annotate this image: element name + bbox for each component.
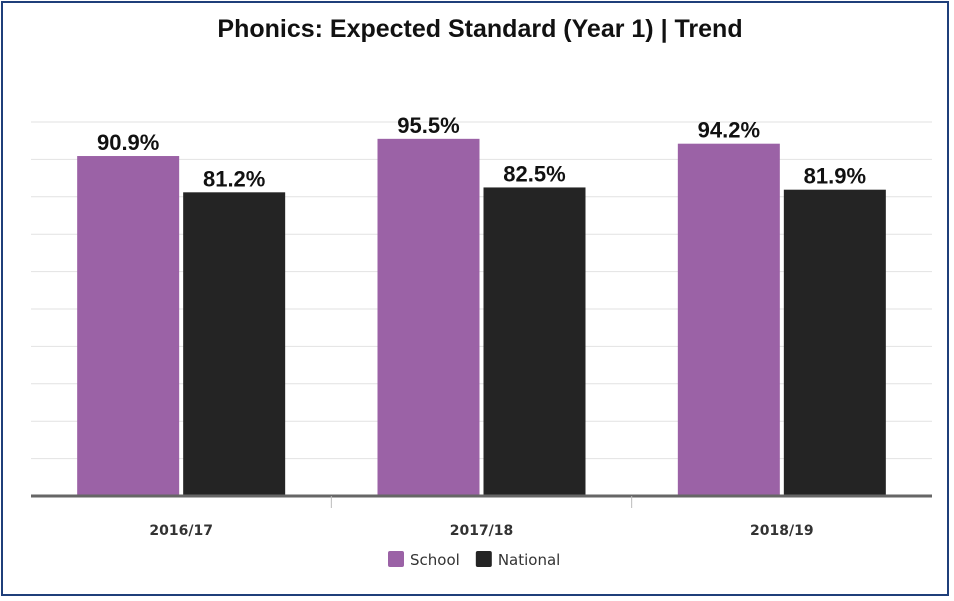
legend-swatch xyxy=(388,551,404,567)
data-label: 90.9% xyxy=(97,130,159,155)
tick-label: 2018/19 xyxy=(750,523,814,539)
bar-national-2018-19 xyxy=(783,189,886,496)
data-label: 82.5% xyxy=(503,161,565,186)
legend-swatch xyxy=(475,551,492,567)
legend: School National xyxy=(388,551,560,569)
bar-school-2018-19 xyxy=(677,143,780,496)
x-axis-ticks: 2016/17 2017/18 2018/19 xyxy=(149,496,814,539)
data-label: 94.2% xyxy=(698,118,760,143)
data-label: 81.9% xyxy=(804,164,866,189)
tick-label: 2016/17 xyxy=(149,523,213,539)
bars: 90.9% 81.2% 95.5% 82.5% 94.2% 81.9% xyxy=(77,113,886,496)
data-label: 81.2% xyxy=(203,166,265,191)
tick-label: 2017/18 xyxy=(450,523,514,539)
bar-school-2016-17 xyxy=(77,156,180,496)
bar-national-2017-18 xyxy=(483,187,586,496)
legend-label[interactable]: National xyxy=(498,551,561,569)
bar-school-2017-18 xyxy=(377,138,480,496)
data-label: 95.5% xyxy=(397,113,459,138)
gridlines xyxy=(31,121,932,460)
chart-title: Phonics: Expected Standard (Year 1) | Tr… xyxy=(217,15,742,43)
bar-national-2016-17 xyxy=(183,192,286,496)
legend-label[interactable]: School xyxy=(410,551,460,569)
